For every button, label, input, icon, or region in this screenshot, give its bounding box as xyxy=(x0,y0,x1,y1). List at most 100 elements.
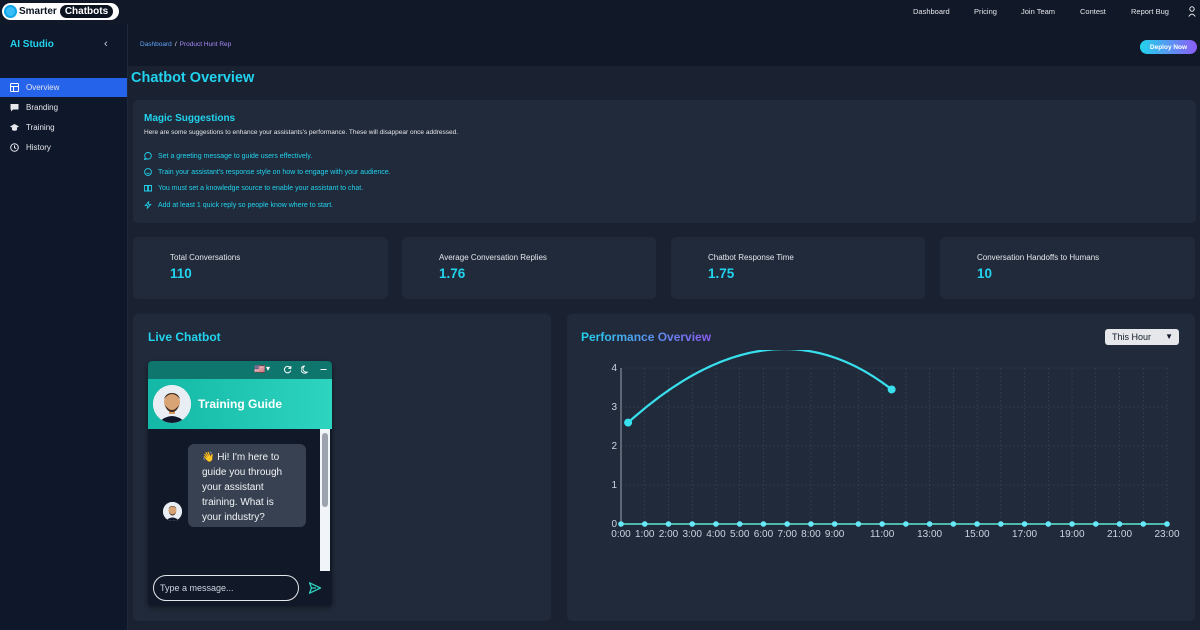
chevron-down-icon: ▼ xyxy=(1165,332,1173,341)
series-curve-point xyxy=(887,385,896,394)
nav-report-bug[interactable]: Report Bug xyxy=(1131,7,1169,16)
send-icon[interactable] xyxy=(308,581,322,595)
suggestion-item[interactable]: You must set a knowledge source to enabl… xyxy=(144,184,363,192)
y-tick-label: 1 xyxy=(611,480,617,491)
user-icon[interactable] xyxy=(1188,6,1196,17)
x-tick-label: 6:00 xyxy=(754,529,774,540)
breadcrumb: Dashboard / Product Hunt Rep xyxy=(140,41,231,48)
baseline-series-point xyxy=(1116,521,1123,527)
y-tick-label: 4 xyxy=(611,363,617,374)
breadcrumb-current: Product Hunt Rep xyxy=(179,41,232,48)
x-tick-label: 8:00 xyxy=(801,529,821,540)
sidebar: AI Studio ‹ Overview Branding Training H… xyxy=(0,24,128,630)
nav-pricing[interactable]: Pricing xyxy=(974,7,997,16)
bot-avatar xyxy=(153,385,191,423)
chat-scrollbar[interactable] xyxy=(320,429,330,571)
breadcrumb-separator: / xyxy=(174,41,177,48)
x-tick-label: 4:00 xyxy=(706,529,726,540)
dark-mode-moon-icon[interactable] xyxy=(301,365,310,374)
breadcrumb-dashboard[interactable]: Dashboard xyxy=(140,41,172,48)
baseline-series-point xyxy=(879,521,885,527)
performance-title: Performance Overview xyxy=(581,330,712,344)
widget-header: Training Guide xyxy=(148,379,332,429)
stat-card-total-conversations: Total Conversations 110 xyxy=(133,237,388,299)
suggestions-title: Magic Suggestions xyxy=(144,113,236,124)
page-title: Chatbot Overview xyxy=(131,70,255,86)
baseline-series-point xyxy=(618,521,624,527)
series-curve-line xyxy=(627,350,893,424)
baseline-series-point xyxy=(1140,521,1147,527)
bot-message-bubble: 👋 Hi! I'm here to guide you through your… xyxy=(188,444,306,527)
x-tick-label: 2:00 xyxy=(659,529,679,540)
y-tick-label: 0 xyxy=(611,519,617,530)
suggestion-item[interactable]: Add at least 1 quick reply so people kno… xyxy=(144,201,333,209)
suggestion-item[interactable]: Train your assistant's response style on… xyxy=(144,168,391,176)
baseline-series-point xyxy=(926,521,933,527)
brand-name-part1: Smarter xyxy=(19,6,57,17)
collapse-sidebar-chevron-icon[interactable]: ‹ xyxy=(104,38,108,50)
language-flag-icon[interactable]: 🇺🇸 xyxy=(254,364,266,374)
baseline-series-point xyxy=(831,521,838,527)
live-chatbot-title: Live Chatbot xyxy=(148,330,221,344)
scrollbar-thumb[interactable] xyxy=(322,433,328,507)
sidebar-item-training[interactable]: Training xyxy=(0,118,127,137)
top-navbar: Smarter Chatbots Dashboard Pricing Join … xyxy=(0,0,1200,24)
x-tick-label: 3:00 xyxy=(682,529,702,540)
x-tick-label: 7:00 xyxy=(777,529,797,540)
stat-value: 1.75 xyxy=(708,266,735,281)
stat-label: Conversation Handoffs to Humans xyxy=(977,253,1100,262)
baseline-series-point xyxy=(713,521,719,527)
baseline-series-point xyxy=(736,521,743,527)
x-tick-label: 9:00 xyxy=(825,529,845,540)
brand-logo[interactable]: Smarter Chatbots xyxy=(2,3,120,20)
sidebar-item-overview[interactable]: Overview xyxy=(0,78,127,97)
suggestions-subtitle: Here are some suggestions to enhance you… xyxy=(144,129,459,136)
baseline-series-point xyxy=(665,521,672,527)
graduation-cap-icon xyxy=(10,124,19,131)
x-tick-label: 5:00 xyxy=(730,529,750,540)
baseline-series-point xyxy=(1021,521,1028,527)
refresh-icon[interactable] xyxy=(283,365,292,374)
nav-contest[interactable]: Contest xyxy=(1080,7,1106,16)
x-tick-label: 0:00 xyxy=(611,529,631,540)
language-chevron-down-icon[interactable]: ▾ xyxy=(266,364,271,373)
stat-card-handoffs: Conversation Handoffs to Humans 10 xyxy=(940,237,1195,299)
sidebar-item-label: Training xyxy=(26,123,55,132)
x-tick-label: 17:00 xyxy=(1012,529,1037,540)
deploy-now-button[interactable]: Deploy Now xyxy=(1140,40,1197,54)
stat-card-response-time: Chatbot Response Time 1.75 xyxy=(671,237,925,299)
baseline-series-point xyxy=(689,521,696,527)
bot-name: Training Guide xyxy=(198,397,283,411)
sidebar-item-branding[interactable]: Branding xyxy=(0,98,127,117)
performance-panel xyxy=(567,314,1195,621)
stat-value: 110 xyxy=(170,266,192,281)
nav-dashboard[interactable]: Dashboard xyxy=(913,7,950,16)
baseline-series-point xyxy=(1164,521,1170,527)
baseline-series-point xyxy=(1069,521,1075,527)
x-tick-label: 19:00 xyxy=(1060,529,1085,540)
grid-icon xyxy=(10,83,19,92)
minimize-icon[interactable] xyxy=(319,365,328,374)
baseline-series-point xyxy=(784,521,790,527)
sidebar-item-history[interactable]: History xyxy=(0,138,127,157)
sidebar-item-label: Branding xyxy=(26,103,59,112)
suggestion-item[interactable]: Set a greeting message to guide users ef… xyxy=(144,152,312,160)
chat-widget: 🇺🇸 ▾ Training Guide 👋 Hi! I'm here to gu… xyxy=(148,361,332,606)
clock-icon xyxy=(10,143,19,152)
sidebar-item-label: Overview xyxy=(26,83,60,92)
nav-join-team[interactable]: Join Team xyxy=(1021,7,1056,16)
speech-bubble-icon xyxy=(144,152,152,160)
time-range-select[interactable]: This Hour ▼ xyxy=(1105,329,1179,345)
chat-message-input[interactable] xyxy=(153,575,299,601)
baseline-series-point xyxy=(903,521,909,527)
stat-label: Total Conversations xyxy=(170,253,241,262)
chat-icon xyxy=(10,104,19,112)
smiley-icon xyxy=(144,168,152,176)
baseline-series-point xyxy=(1092,521,1099,527)
x-tick-label: 11:00 xyxy=(870,529,895,540)
x-tick-label: 23:00 xyxy=(1154,529,1179,540)
book-icon xyxy=(144,185,152,192)
baseline-series-point xyxy=(1045,521,1052,527)
series-curve-point xyxy=(624,418,633,427)
baseline-series-point xyxy=(974,521,980,527)
